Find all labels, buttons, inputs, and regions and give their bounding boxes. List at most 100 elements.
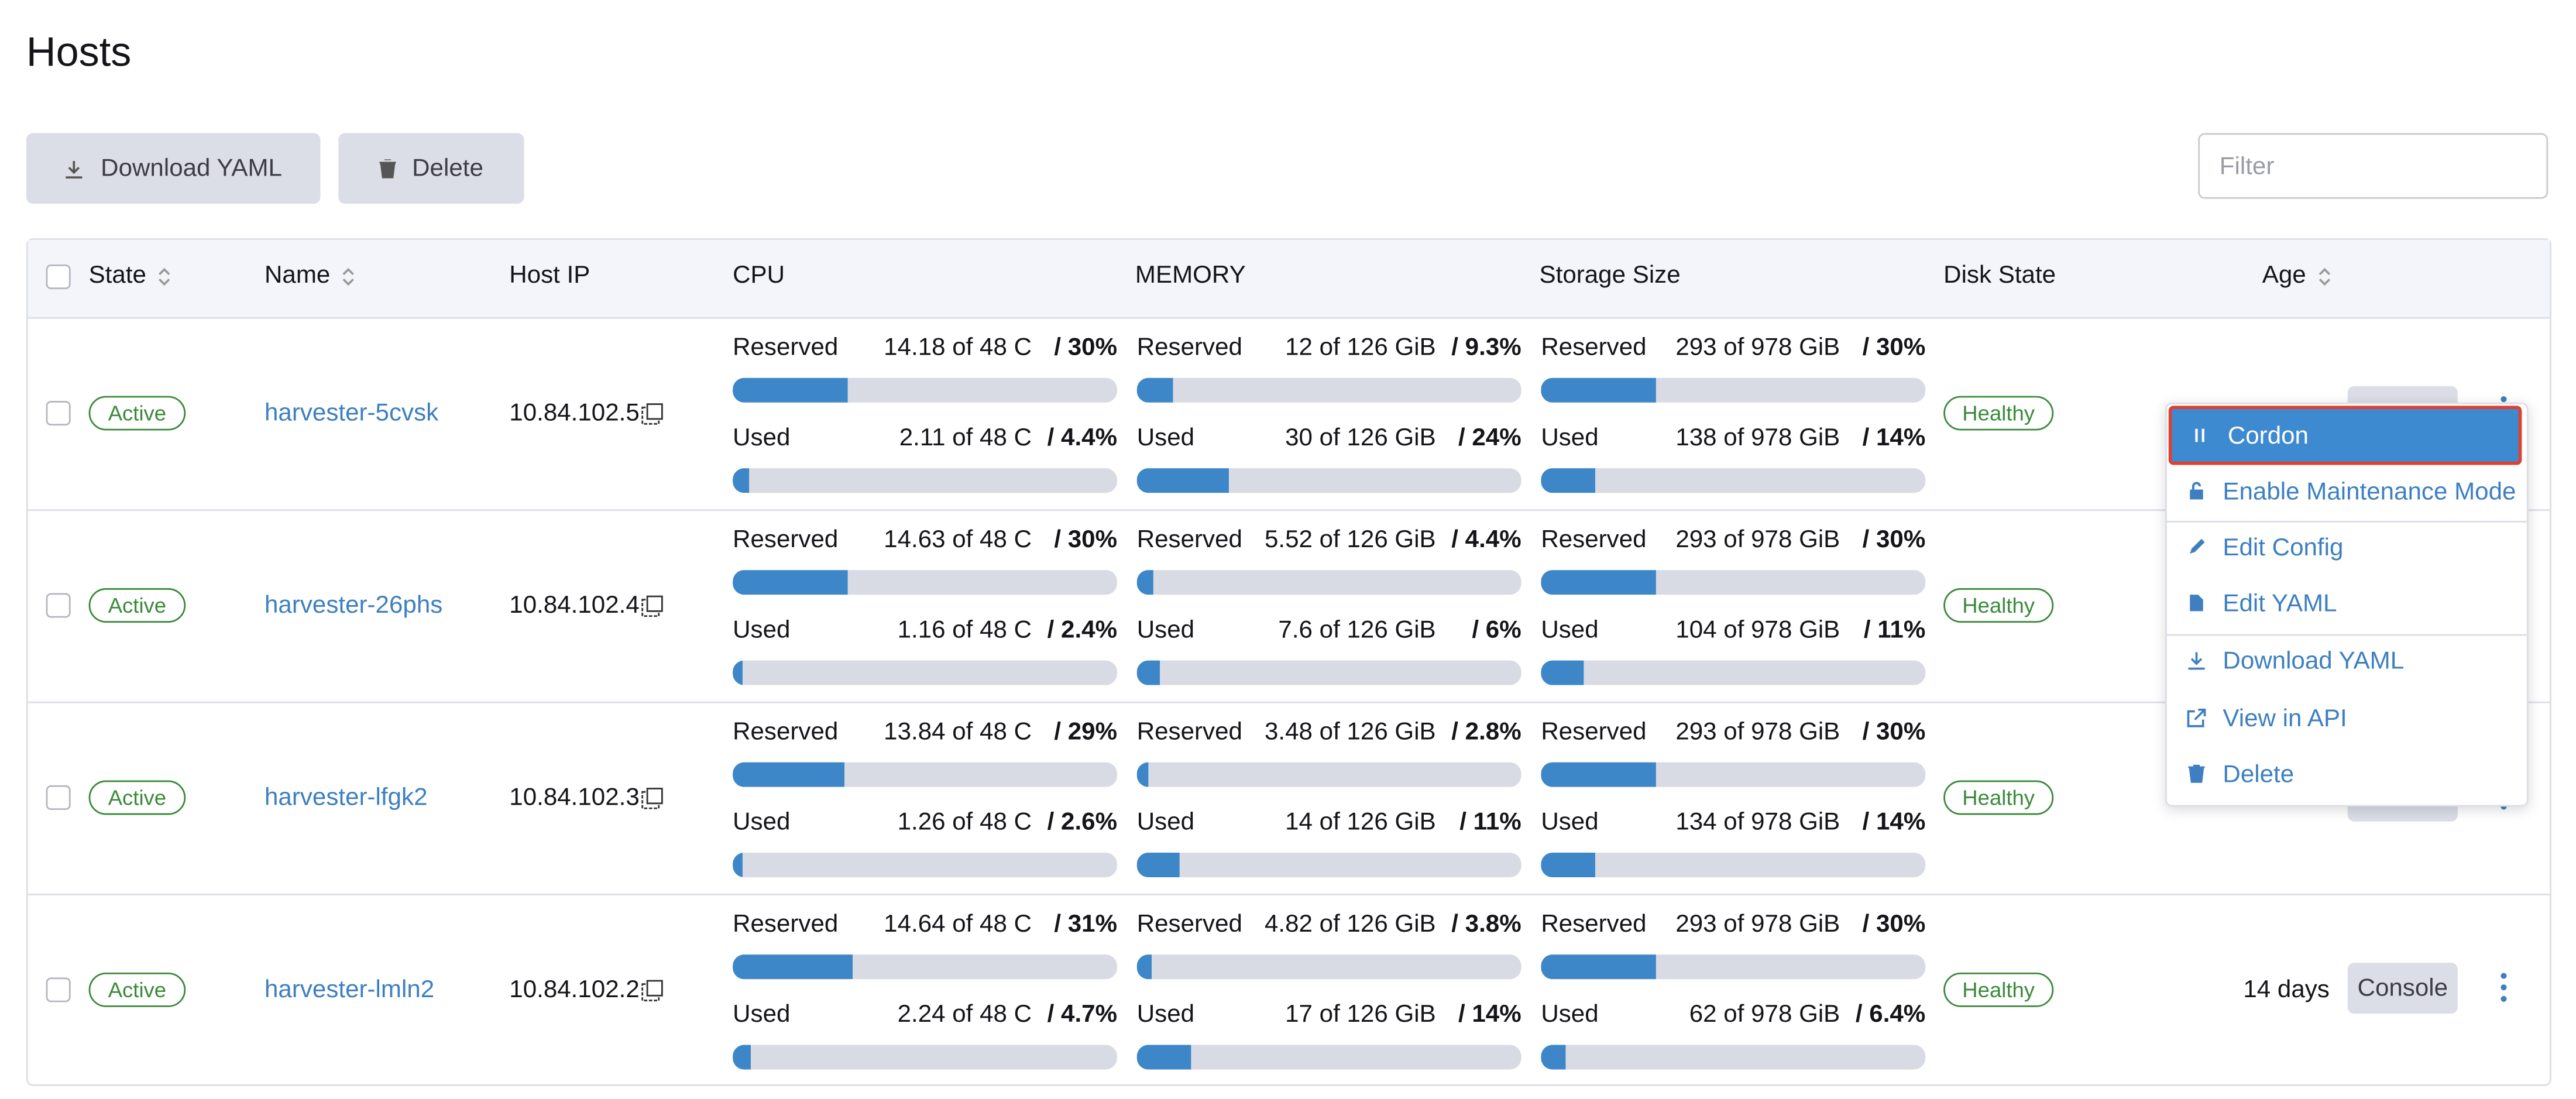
stat-value: 293 of 978 GiB — [1675, 526, 1840, 554]
stat-percent: / 11% — [1459, 808, 1521, 836]
stat-percent: / 14% — [1862, 424, 1926, 452]
stat-value: 14 of 126 GiB — [1285, 808, 1436, 836]
menu-item[interactable]: Delete — [2167, 746, 2527, 802]
stat-label: Reserved — [1541, 910, 1647, 939]
column-header: Name — [265, 261, 356, 289]
progress-fill — [1136, 954, 1152, 980]
stat-value: 293 of 978 GiB — [1675, 333, 1840, 362]
progress-fill — [1136, 377, 1173, 403]
stat-value: 104 of 978 GiB — [1675, 616, 1840, 644]
stat-value: 5.52 of 126 GiB — [1264, 526, 1436, 554]
menu-item-label: Edit Config — [2223, 533, 2344, 561]
stat-percent: / 30% — [1862, 717, 1926, 746]
stat-label: Reserved — [1541, 333, 1647, 362]
host-ip: 10.84.102.5 — [509, 399, 664, 427]
checkbox[interactable] — [46, 264, 71, 290]
column-header: Host IP — [509, 261, 590, 290]
filter-input[interactable]: Filter — [2198, 133, 2548, 199]
stat-percent: / 29% — [1054, 717, 1118, 746]
kebab-menu[interactable] — [2492, 971, 2515, 1004]
stat-percent: / 14% — [1862, 808, 1926, 836]
checkbox[interactable] — [46, 401, 71, 426]
stat-percent: / 30% — [1862, 526, 1926, 554]
host-ip: 10.84.102.4 — [509, 592, 664, 619]
stat-percent: / 14% — [1458, 1000, 1521, 1029]
stat-value: 14.63 of 48 C — [884, 526, 1032, 554]
stat-label: Used — [1136, 1000, 1195, 1029]
progress-track — [733, 570, 1118, 595]
console-button[interactable]: Console — [2347, 963, 2458, 1014]
stat-percent: / 3.8% — [1451, 910, 1521, 939]
stat-percent: / 30% — [1054, 526, 1118, 554]
menu-item[interactable]: Cordon — [2168, 406, 2522, 465]
disk-state-badge: Healthy — [1943, 972, 2054, 1007]
checkbox[interactable] — [46, 593, 71, 618]
menu-item[interactable]: Enable Maintenance Mode — [2167, 463, 2527, 519]
progress-track — [1541, 660, 1926, 685]
stat-label: Reserved — [1136, 910, 1242, 939]
menu-item[interactable]: Download YAML — [2167, 633, 2527, 688]
host-ip: 10.84.102.3 — [509, 784, 664, 812]
progress-fill — [1136, 570, 1154, 595]
stat-label: Used — [733, 616, 791, 644]
stat-value: 13.84 of 48 C — [884, 717, 1032, 746]
action-menu: Cordon Enable Maintenance Mode Edit Config… — [2165, 402, 2529, 807]
progress-fill — [1136, 853, 1179, 878]
stat-percent: / 30% — [1862, 910, 1926, 939]
stat-value: 1.16 of 48 C — [897, 616, 1032, 644]
host-name-link[interactable]: harvester-26phs — [264, 591, 443, 620]
stat-value: 14.64 of 48 C — [884, 910, 1032, 939]
progress-track — [1136, 1045, 1521, 1070]
menu-item[interactable]: View in API — [2167, 690, 2527, 746]
stat-value: 138 of 978 GiB — [1675, 424, 1840, 452]
stat-value: 2.24 of 48 C — [897, 1000, 1032, 1029]
progress-track — [1136, 954, 1521, 980]
host-name-link[interactable]: harvester-5cvsk — [264, 399, 439, 427]
stat-percent: / 9.3% — [1451, 333, 1521, 362]
progress-track — [733, 377, 1118, 403]
column-header: Storage Size — [1539, 261, 1681, 290]
menu-item[interactable]: Edit Config — [2167, 519, 2527, 575]
stat-percent: / 30% — [1054, 333, 1118, 362]
stat-label: Used — [733, 424, 791, 452]
download-yaml-button[interactable]: Download YAML — [26, 133, 321, 204]
host-name-link[interactable]: harvester-lfgk2 — [264, 784, 428, 812]
host-ip: 10.84.102.2 — [509, 976, 664, 1004]
stat-label: Used — [1541, 1000, 1599, 1029]
progress-fill — [733, 468, 750, 493]
progress-track — [733, 762, 1118, 787]
progress-track — [733, 1045, 1118, 1070]
progress-fill — [1541, 853, 1595, 878]
checkbox[interactable] — [46, 977, 71, 1002]
stat-label: Reserved — [733, 526, 839, 554]
stat-label: Reserved — [733, 333, 839, 362]
menu-item-label: View in API — [2223, 703, 2347, 732]
stat-percent: / 6.4% — [1855, 1000, 1926, 1029]
stat-percent: / 4.4% — [1451, 526, 1521, 554]
menu-item[interactable]: Edit YAML — [2167, 575, 2527, 631]
host-name-link[interactable]: harvester-lmln2 — [264, 976, 435, 1004]
progress-track — [1541, 468, 1926, 493]
menu-item-label: Download YAML — [2223, 646, 2405, 675]
stat-value: 293 of 978 GiB — [1675, 717, 1840, 746]
stat-label: Used — [733, 1000, 791, 1029]
page-title: Hosts — [26, 29, 132, 76]
stat-value: 30 of 126 GiB — [1285, 424, 1436, 452]
progress-track — [1541, 377, 1926, 403]
column-header: State — [89, 261, 173, 289]
checkbox[interactable] — [46, 785, 71, 810]
progress-track — [733, 853, 1118, 878]
progress-fill — [1541, 1045, 1566, 1070]
stat-label: Reserved — [1136, 717, 1242, 746]
progress-fill — [733, 853, 743, 878]
menu-item-label: Enable Maintenance Mode — [2223, 477, 2516, 506]
hosts-table: State Name Host IP CPU MEMORY Storage Size Dis… — [26, 238, 2551, 1086]
column-header: Age — [2262, 261, 2333, 289]
table-header — [28, 239, 2550, 319]
button-label: Delete — [412, 154, 483, 183]
stat-label: Reserved — [733, 910, 839, 939]
progress-track — [733, 954, 1118, 980]
column-header: CPU — [733, 261, 785, 290]
delete-button[interactable]: Delete — [338, 133, 524, 204]
stat-percent: / 2.8% — [1451, 717, 1521, 746]
